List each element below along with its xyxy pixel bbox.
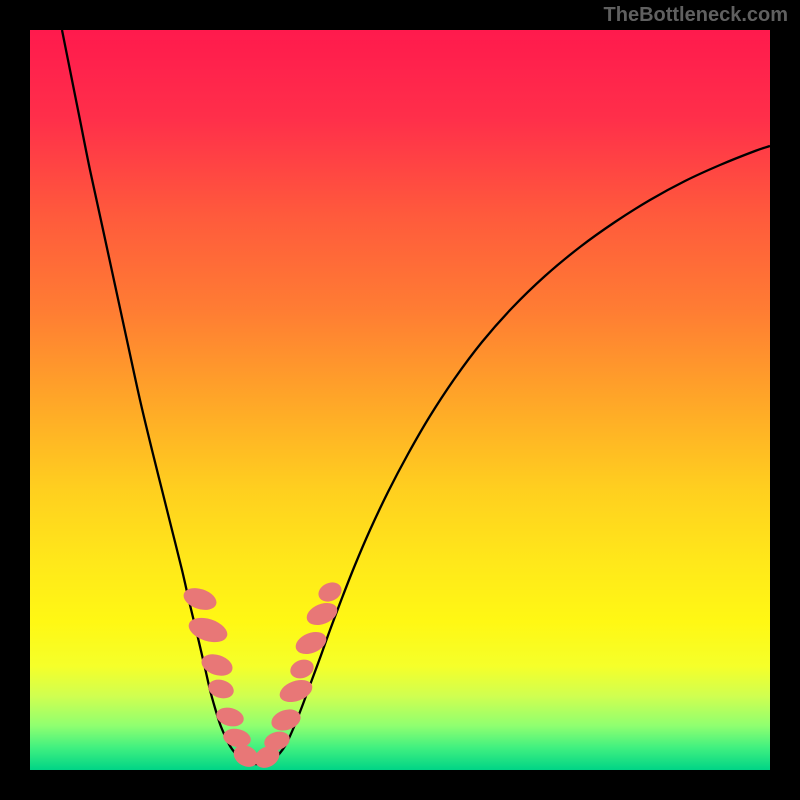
gradient-background [30,30,770,770]
attribution-text: TheBottleneck.com [604,4,788,27]
plot-area [30,30,770,770]
